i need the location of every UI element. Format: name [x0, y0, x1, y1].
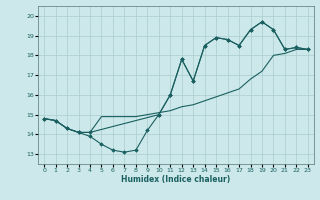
X-axis label: Humidex (Indice chaleur): Humidex (Indice chaleur): [121, 175, 231, 184]
